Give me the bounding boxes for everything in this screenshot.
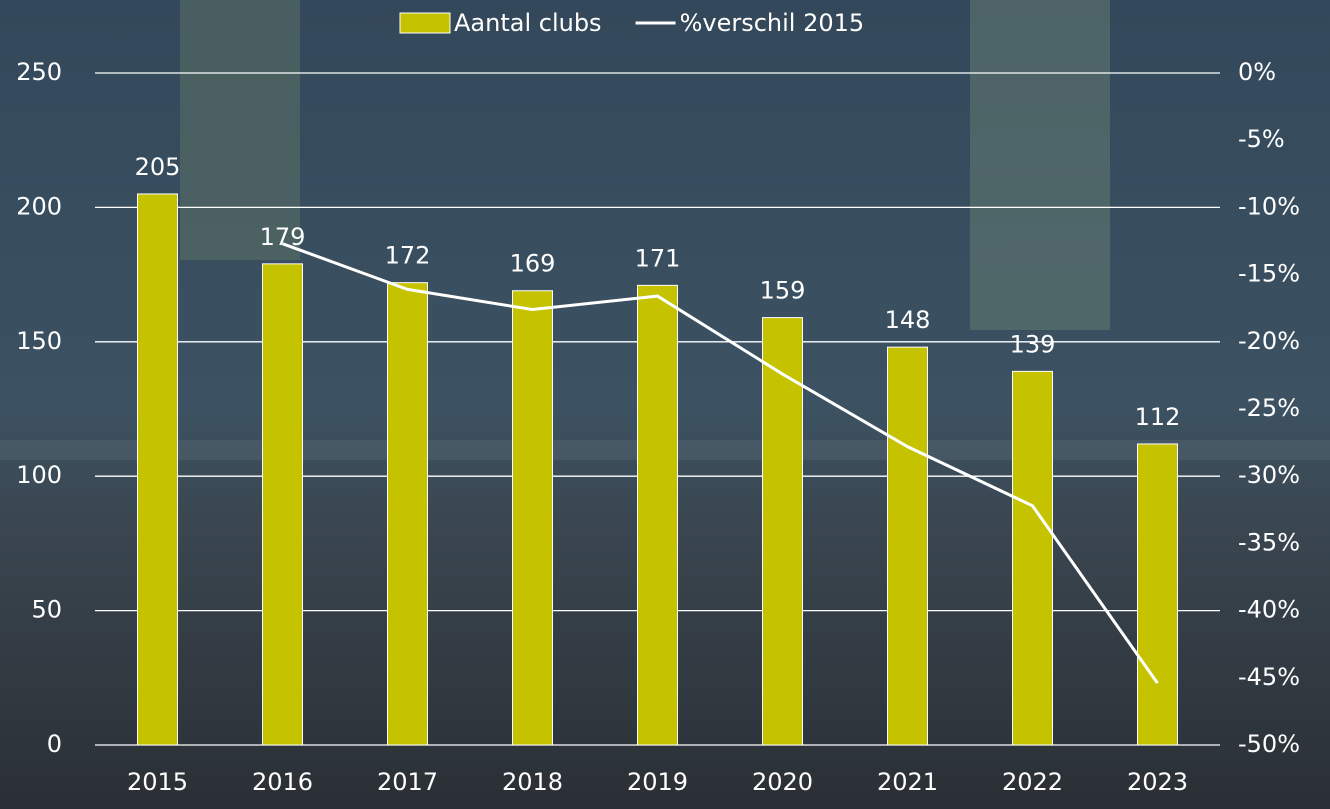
legend-label: %verschil 2015 <box>680 9 865 37</box>
y-tick-label: 150 <box>16 327 62 355</box>
y-tick-label: 100 <box>16 461 62 489</box>
bar <box>512 290 553 746</box>
data-label: 169 <box>510 250 556 278</box>
background-shirt <box>970 0 1110 330</box>
y-tick-label: 50 <box>31 596 62 624</box>
x-tick-label: 2018 <box>502 768 563 796</box>
y2-tick-label: -45% <box>1238 663 1300 691</box>
bar <box>1137 443 1178 746</box>
legend-swatch <box>399 12 451 34</box>
x-tick-label: 2023 <box>1127 768 1188 796</box>
bar <box>762 317 803 746</box>
x-tick-label: 2019 <box>627 768 688 796</box>
data-label: 179 <box>260 223 306 251</box>
bar <box>387 282 428 746</box>
data-label: 112 <box>1135 403 1181 431</box>
y2-tick-label: 0% <box>1238 58 1276 86</box>
x-tick-label: 2016 <box>252 768 313 796</box>
bar <box>1012 370 1053 746</box>
bar <box>137 193 178 746</box>
y-tick-label: 200 <box>16 192 62 220</box>
x-tick-label: 2015 <box>127 768 188 796</box>
y-tick-label: 0 <box>47 730 62 758</box>
background-shirt <box>180 0 300 260</box>
x-tick-label: 2021 <box>877 768 938 796</box>
x-tick-label: 2017 <box>377 768 438 796</box>
y-tick-label: 250 <box>16 58 62 86</box>
data-label: 139 <box>1010 330 1056 358</box>
data-label: 205 <box>135 153 181 181</box>
x-tick-label: 2022 <box>1002 768 1063 796</box>
x-tick-label: 2020 <box>752 768 813 796</box>
bar <box>887 346 928 746</box>
y2-tick-label: -35% <box>1238 528 1300 556</box>
data-label: 171 <box>635 244 681 272</box>
y2-tick-label: -20% <box>1238 327 1300 355</box>
data-label: 159 <box>760 277 806 305</box>
data-label: 172 <box>385 242 431 270</box>
data-label: 148 <box>885 306 931 334</box>
y2-tick-label: -10% <box>1238 192 1300 220</box>
line <box>281 242 1159 685</box>
y2-tick-label: -5% <box>1238 125 1285 153</box>
y2-tick-label: -40% <box>1238 596 1300 624</box>
y2-tick-label: -25% <box>1238 394 1300 422</box>
legend-label: Aantal clubs <box>454 9 602 37</box>
y2-tick-label: -50% <box>1238 730 1300 758</box>
bar <box>262 263 303 746</box>
bar <box>637 284 678 746</box>
y2-tick-label: -30% <box>1238 461 1300 489</box>
y2-tick-label: -15% <box>1238 260 1300 288</box>
